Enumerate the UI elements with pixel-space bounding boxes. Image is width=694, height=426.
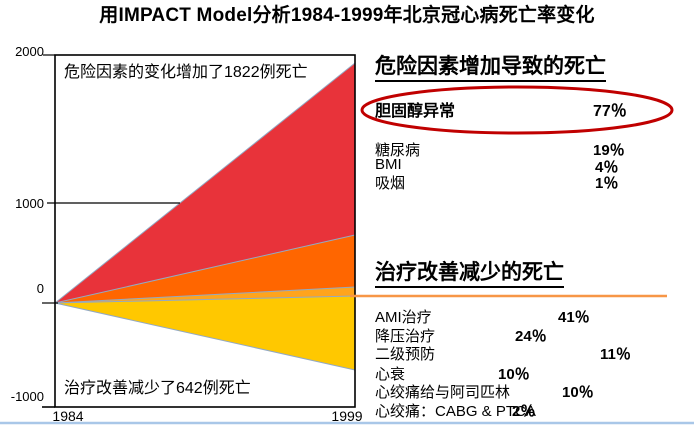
risk-increase-annotation: 危险因素的变化增加了1822例死亡	[64, 64, 308, 81]
risk-panel-heading: 危险因素增加导致的死亡	[375, 55, 606, 82]
risk-factor-label: 糖尿病	[375, 142, 421, 159]
treatment-value: 41％	[558, 309, 590, 326]
treatment-label: AMI治疗	[375, 309, 432, 326]
treatment-row-angina-cabg-ptca: 心绞痛：CABG & PTCA 2％	[375, 400, 665, 420]
chart-axes	[42, 54, 356, 408]
risk-factor-value: 77％	[593, 103, 627, 120]
treatment-value: 10％	[562, 384, 594, 401]
y-axis-label-2000: 2000	[15, 44, 44, 59]
treatment-value: 10％	[498, 366, 530, 383]
risk-row-bmi: BMI 4％	[375, 156, 665, 176]
risk-factor-label: 胆固醇异常	[375, 103, 456, 120]
treatment-label: 心衰	[375, 366, 406, 383]
treatment-row-heart-failure: 心衰 10％	[375, 363, 665, 383]
risk-factor-label: BMI	[375, 156, 402, 173]
treatment-row-secondary-prevention: 二级预防 11％	[375, 343, 665, 363]
risk-factor-value: 1％	[595, 175, 619, 192]
risk-row-diabetes: 糖尿病 19％	[375, 139, 665, 159]
wedge-outlines	[54, 62, 356, 371]
x-axis-label-1999: 1999	[331, 408, 363, 424]
treatment-label: 心绞痛给与阿司匹林	[375, 384, 511, 401]
risk-factor-value: 4％	[595, 159, 619, 176]
treatment-decrease-annotation: 治疗改善减少了642例死亡	[64, 380, 251, 397]
x-axis-label-1984: 1984	[52, 408, 84, 424]
treatment-value: 24％	[515, 328, 547, 345]
slide-title: 用IMPACT Model分析1984-1999年北京冠心病死亡率变化	[99, 5, 595, 26]
treatment-value: 11％	[600, 346, 631, 363]
risk-row-cholesterol: 胆固醇异常 77％	[375, 97, 665, 120]
treatment-label: 降压治疗	[375, 328, 436, 345]
treatment-row-angina-aspirin: 心绞痛给与阿司匹林 10％	[375, 381, 665, 401]
y-axis-label-neg1000: -1000	[10, 389, 44, 404]
risk-factor-label: 吸烟	[375, 175, 406, 192]
y-axis-label-1000: 1000	[15, 196, 44, 211]
treatment-row-antihypertensive: 降压治疗 24％	[375, 325, 665, 345]
treatment-label: 二级预防	[375, 346, 436, 363]
risk-row-smoking: 吸烟 1％	[375, 172, 665, 192]
treatment-label: 心绞痛：CABG & PTCA	[375, 403, 536, 420]
highlight-ellipse	[360, 85, 674, 135]
treatment-value: 2％	[512, 403, 536, 420]
treatment-row-ami: AMI治疗 41％	[375, 306, 665, 326]
y-axis-label-0: 0	[36, 281, 44, 296]
risk-factor-value: 19％	[593, 142, 625, 159]
treatment-yellow-wedge	[55, 296, 355, 370]
treatment-panel-heading: 治疗改善减少的死亡	[375, 261, 564, 288]
